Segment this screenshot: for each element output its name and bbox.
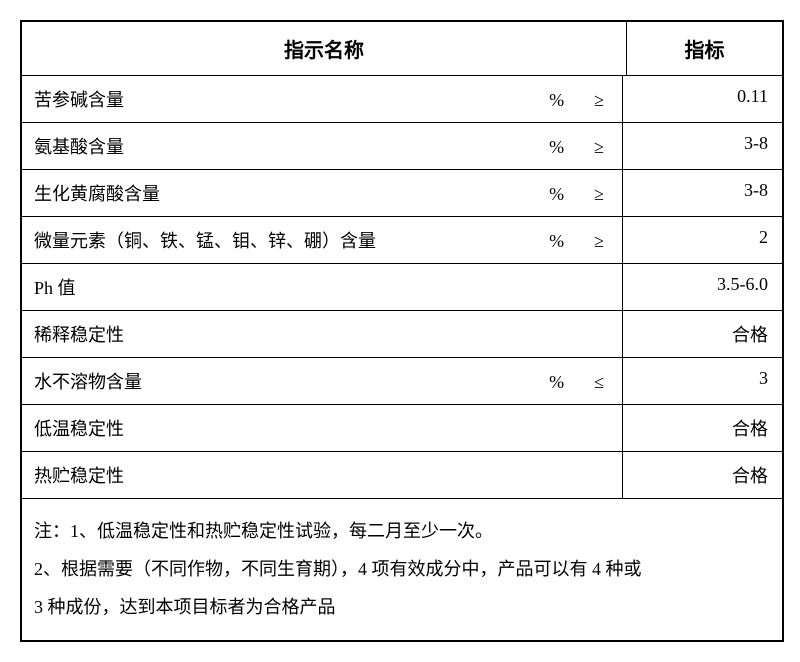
table-row: 水不溶物含量 % ≤ 3 (22, 358, 782, 405)
row-value: 3.5-6.0 (623, 264, 782, 310)
header-col-value: 指标 (627, 22, 782, 75)
row-value: 3-8 (623, 170, 782, 216)
row-name: 苦参碱含量 (34, 86, 539, 112)
table-row: 微量元素（铜、铁、锰、钼、锌、硼）含量 % ≥ 2 (22, 217, 782, 264)
note-line: 3 种成份，达到本项目标者为合格产品 (34, 589, 770, 627)
row-name: 微量元素（铜、铁、锰、钼、锌、硼）含量 (34, 227, 539, 253)
table-row: 低温稳定性 合格 (22, 405, 782, 452)
spec-table: 指示名称 指标 苦参碱含量 % ≥ 0.11 氨基酸含量 % ≥ 3-8 生化黄… (20, 20, 784, 642)
row-name: 热贮稳定性 (34, 462, 600, 488)
row-unit: % ≥ (549, 133, 610, 159)
table-notes: 注：1、低温稳定性和热贮稳定性试验，每二月至少一次。 2、根据需要（不同作物，不… (22, 499, 782, 640)
row-unit: % ≤ (549, 368, 610, 394)
row-name: Ph 值 (34, 274, 600, 300)
row-value: 3 (623, 358, 782, 404)
row-value: 合格 (623, 452, 782, 498)
table-row: 稀释稳定性 合格 (22, 311, 782, 358)
table-header-row: 指示名称 指标 (22, 22, 782, 76)
row-name: 水不溶物含量 (34, 368, 539, 394)
row-value: 3-8 (623, 123, 782, 169)
row-name: 氨基酸含量 (34, 133, 539, 159)
note-line: 2、根据需要（不同作物，不同生育期），4 项有效成分中，产品可以有 4 种或 (34, 551, 770, 589)
row-unit: % ≥ (549, 227, 610, 253)
row-value: 0.11 (623, 76, 782, 122)
row-name: 生化黄腐酸含量 (34, 180, 539, 206)
table-row: 氨基酸含量 % ≥ 3-8 (22, 123, 782, 170)
table-row: 苦参碱含量 % ≥ 0.11 (22, 76, 782, 123)
row-value: 2 (623, 217, 782, 263)
row-unit: % ≥ (549, 86, 610, 112)
row-name-cell: 氨基酸含量 % ≥ (22, 123, 623, 169)
table-row: 热贮稳定性 合格 (22, 452, 782, 499)
row-value: 合格 (623, 311, 782, 357)
row-name: 低温稳定性 (34, 415, 600, 441)
row-name-cell: 生化黄腐酸含量 % ≥ (22, 170, 623, 216)
header-col-name: 指示名称 (22, 22, 627, 75)
row-name-cell: 低温稳定性 (22, 405, 623, 451)
row-value: 合格 (623, 405, 782, 451)
note-line: 注：1、低温稳定性和热贮稳定性试验，每二月至少一次。 (34, 513, 770, 551)
row-name-cell: 苦参碱含量 % ≥ (22, 76, 623, 122)
row-name-cell: 稀释稳定性 (22, 311, 623, 357)
row-name-cell: Ph 值 (22, 264, 623, 310)
row-name-cell: 微量元素（铜、铁、锰、钼、锌、硼）含量 % ≥ (22, 217, 623, 263)
row-name-cell: 热贮稳定性 (22, 452, 623, 498)
row-unit: % ≥ (549, 180, 610, 206)
row-name: 稀释稳定性 (34, 321, 600, 347)
table-row: Ph 值 3.5-6.0 (22, 264, 782, 311)
row-name-cell: 水不溶物含量 % ≤ (22, 358, 623, 404)
table-row: 生化黄腐酸含量 % ≥ 3-8 (22, 170, 782, 217)
